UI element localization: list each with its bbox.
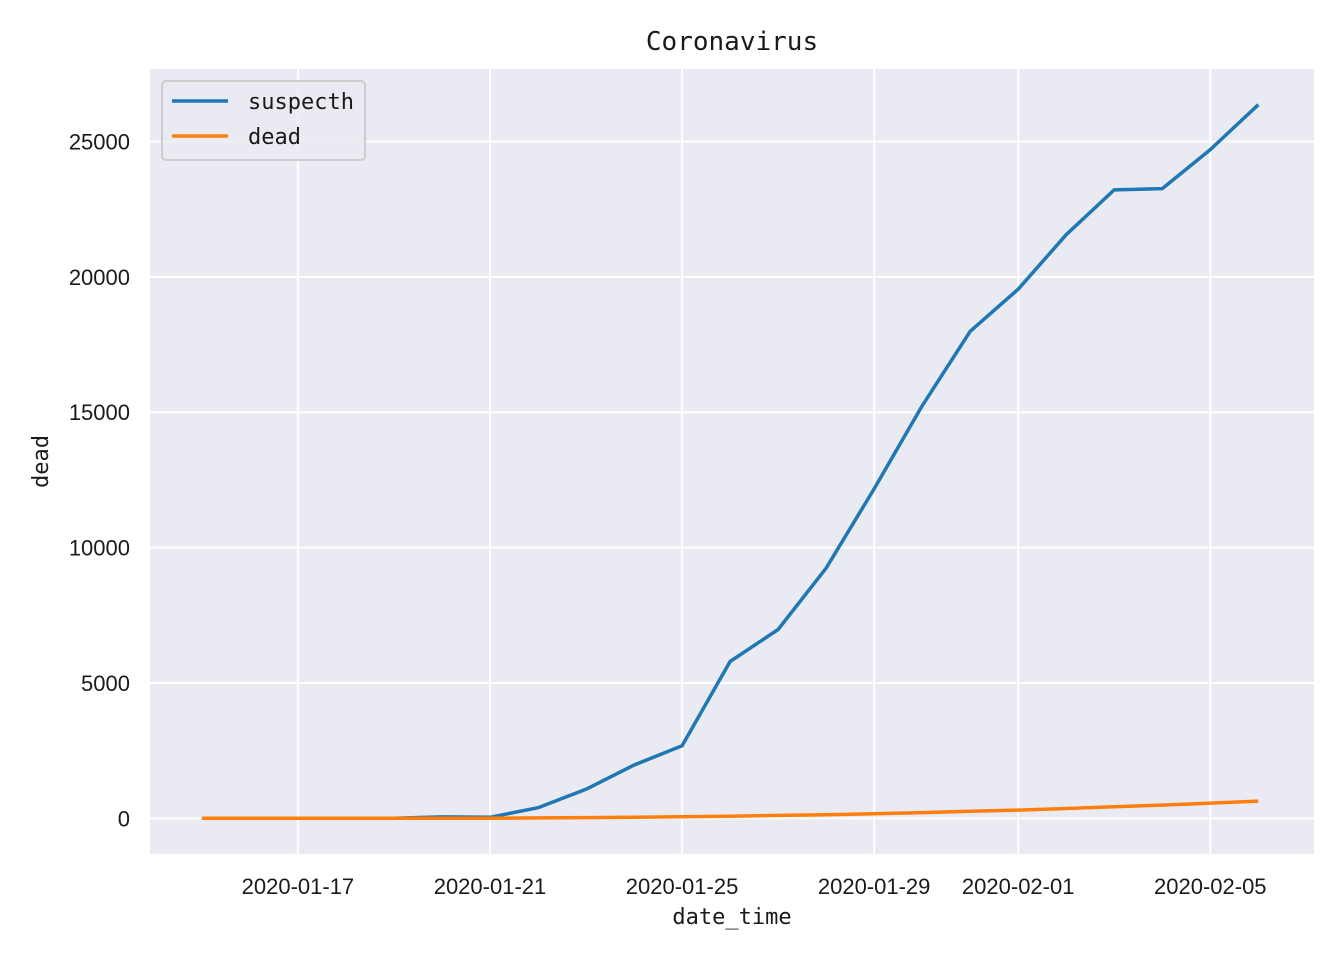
x-tick-label: 2020-01-21 xyxy=(434,874,547,899)
x-axis-label: date_time xyxy=(672,905,791,930)
y-tick-label: 0 xyxy=(118,806,130,831)
series-line-dead xyxy=(201,799,1259,821)
y-axis-label: dead xyxy=(29,435,54,488)
x-tick-label: 2020-01-17 xyxy=(242,874,355,899)
x-tick-label: 2020-02-01 xyxy=(962,874,1075,899)
plot-area xyxy=(150,69,1314,854)
x-tick-label: 2020-01-25 xyxy=(626,874,739,899)
chart-title: Coronavirus xyxy=(646,27,818,57)
legend: suspecth dead xyxy=(161,80,366,161)
x-tick-label: 2020-01-29 xyxy=(818,874,931,899)
tick-labels: 2020-01-17 2020-01-21 2020-01-25 2020-01-29… xyxy=(69,130,1267,899)
y-tick-label: 5000 xyxy=(81,671,130,696)
legend-label-suspecth: suspecth xyxy=(248,90,354,115)
legend-label-dead: dead xyxy=(248,125,301,150)
y-tick-label: 20000 xyxy=(69,265,130,290)
series-lines xyxy=(201,103,1260,821)
y-tick-label: 25000 xyxy=(69,130,130,155)
y-tick-label: 10000 xyxy=(69,536,130,561)
x-tick-label: 2020-02-05 xyxy=(1154,874,1267,899)
y-tick-label: 15000 xyxy=(69,400,130,425)
